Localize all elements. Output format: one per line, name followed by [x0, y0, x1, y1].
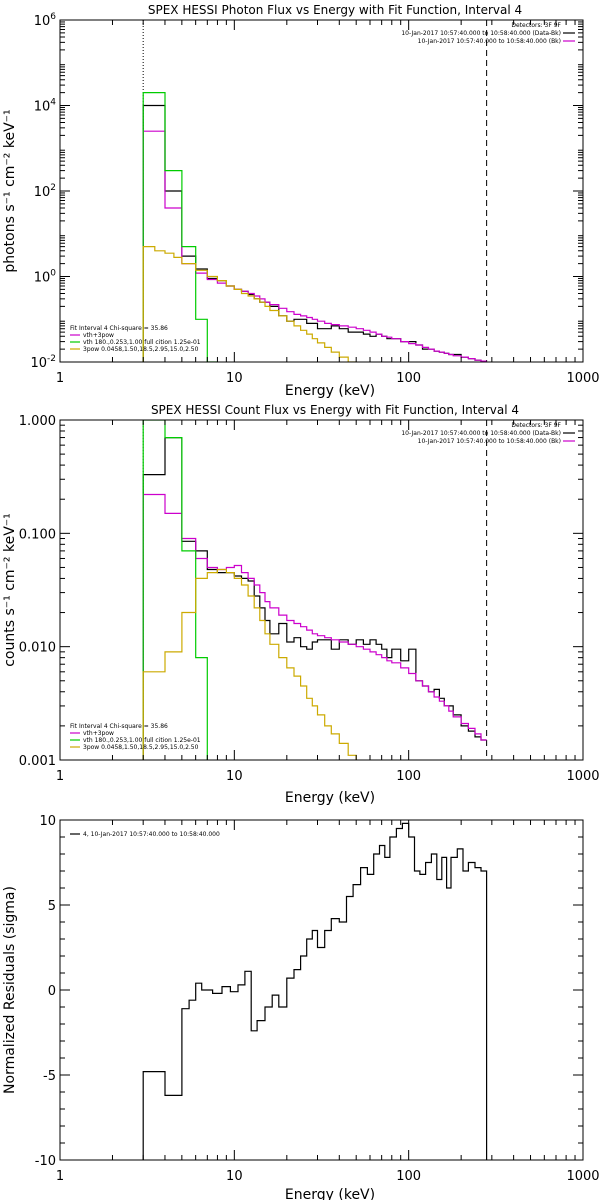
count-flux-series-vth: [142, 420, 208, 760]
residuals-y-tick-label: 10: [39, 814, 56, 829]
count-flux-title: SPEX HESSI Count Flux vs Energy with Fit…: [151, 403, 519, 417]
photon-flux-x-tick-label: 10: [226, 371, 243, 386]
photon-flux-x-tick-label: 100: [396, 371, 421, 386]
count-flux-y-label: counts s⁻¹ cm⁻² keV⁻¹: [2, 513, 18, 667]
count-flux-y-tick-label: 0.010: [19, 641, 56, 656]
photon-flux-legend-entry: vth 180.,0.253,1.00 full cition 1.25e-01: [83, 339, 201, 346]
count-flux-series-vth-3pow: [142, 493, 487, 760]
photon-flux-x-tick-label: 1: [56, 371, 64, 386]
photon-flux-series-vth: [142, 92, 218, 362]
photon-flux-y-tick-label: 10-2: [30, 354, 56, 371]
count-flux-y-tick-label: 1.000: [19, 414, 56, 429]
count-flux-header-line: Detectors: 3F 9F: [511, 422, 561, 429]
photon-flux-series-3pow: [142, 246, 357, 362]
count-flux-legend-entry: 3pow 0.0458,1.50,18.5,2.95,15.0,2.50: [83, 744, 199, 751]
count-flux-header-line: 10-Jan-2017 10:57:40.000 to 10:58:40.000…: [401, 430, 561, 437]
residuals-legend-entry: 4, 10-Jan-2017 10:57:40.000 to 10:58:40.…: [83, 831, 220, 838]
residuals-y-tick-label: -5: [43, 1069, 56, 1084]
photon-flux-y-label: photons s⁻¹ cm⁻² keV⁻¹: [2, 109, 18, 272]
count-flux-y-tick-label: 0.100: [19, 527, 56, 542]
photon-flux-y-tick-label: 106: [34, 12, 57, 29]
photon-flux-x-label: Energy (keV): [285, 383, 375, 399]
photon-flux-header-line: 10-Jan-2017 10:57:40.000 to 10:58:40.000…: [418, 38, 561, 45]
count-flux-panel: SPEX HESSI Count Flux vs Energy with Fit…: [2, 403, 600, 806]
count-flux-legend-entry: vth 180.,0.253,1.00 full cition 1.25e-01: [83, 737, 201, 744]
count-flux-legend-entry: Fit Interval 4 Chi-square = 35.86: [70, 723, 168, 730]
residuals-y-tick-label: 0: [48, 984, 56, 999]
residuals-x-tick-label: 100: [396, 1169, 421, 1184]
photon-flux-series-data-bk: [142, 104, 487, 362]
count-flux-header-line: 10-Jan-2017 10:57:40.000 to 10:58:40.000…: [418, 438, 561, 445]
photon-flux-header-line: 10-Jan-2017 10:57:40.000 to 10:58:40.000…: [401, 30, 561, 37]
residuals-plot-frame: [59, 819, 584, 1161]
photon-flux-plot-frame: [59, 19, 584, 363]
residuals-x-tick-label: 1: [56, 1169, 64, 1184]
count-flux-x-tick-label: 1000: [566, 769, 599, 784]
photon-flux-legend-entry: vth+3pow: [83, 332, 114, 339]
photon-flux-y-tick-label: 102: [34, 183, 56, 200]
count-flux-plot-frame: [59, 419, 584, 761]
count-flux-x-tick-label: 10: [226, 769, 243, 784]
count-flux-y-tick-label: 0.001: [19, 754, 56, 769]
residuals-x-label: Energy (keV): [285, 1187, 375, 1200]
residuals-series-4: [142, 822, 488, 1160]
photon-flux-y-tick-label: 104: [34, 98, 57, 115]
residuals-y-tick-label: 5: [48, 899, 56, 914]
count-flux-x-tick-label: 1: [56, 769, 64, 784]
photon-flux-title: SPEX HESSI Photon Flux vs Energy with Fi…: [148, 3, 522, 17]
photon-flux-header-line: Detectors: 3F 9F: [511, 22, 561, 29]
count-flux-x-label: Energy (keV): [285, 790, 375, 806]
residuals-y-label: Normalized Residuals (sigma): [2, 886, 18, 1094]
residuals-x-tick-label: 10: [226, 1169, 243, 1184]
residuals-panel: 1 10 100 1000 -10 -5 0 5 10 Energy (keV) Normali…: [2, 814, 600, 1203]
photon-flux-x-tick-label: 1000: [566, 371, 599, 386]
photon-flux-panel: SPEX HESSI Photon Flux vs Energy with Fi…: [2, 3, 600, 399]
count-flux-series-data-bk: [142, 437, 487, 760]
photon-flux-legend-entry: Fit Interval 4 Chi-square = 35.86: [70, 325, 168, 332]
photon-flux-y-tick-label: 100: [34, 269, 57, 286]
count-flux-x-tick-label: 100: [396, 769, 421, 784]
count-flux-legend-entry: vth+3pow: [83, 730, 114, 737]
residuals-x-tick-label: 1000: [566, 1169, 599, 1184]
residuals-y-tick-label: -10: [35, 1154, 56, 1169]
photon-flux-legend-entry: 3pow 0.0458,1.50,18.5,2.95,15.0,2.50: [83, 346, 199, 353]
count-flux-series-3pow: [142, 568, 357, 760]
